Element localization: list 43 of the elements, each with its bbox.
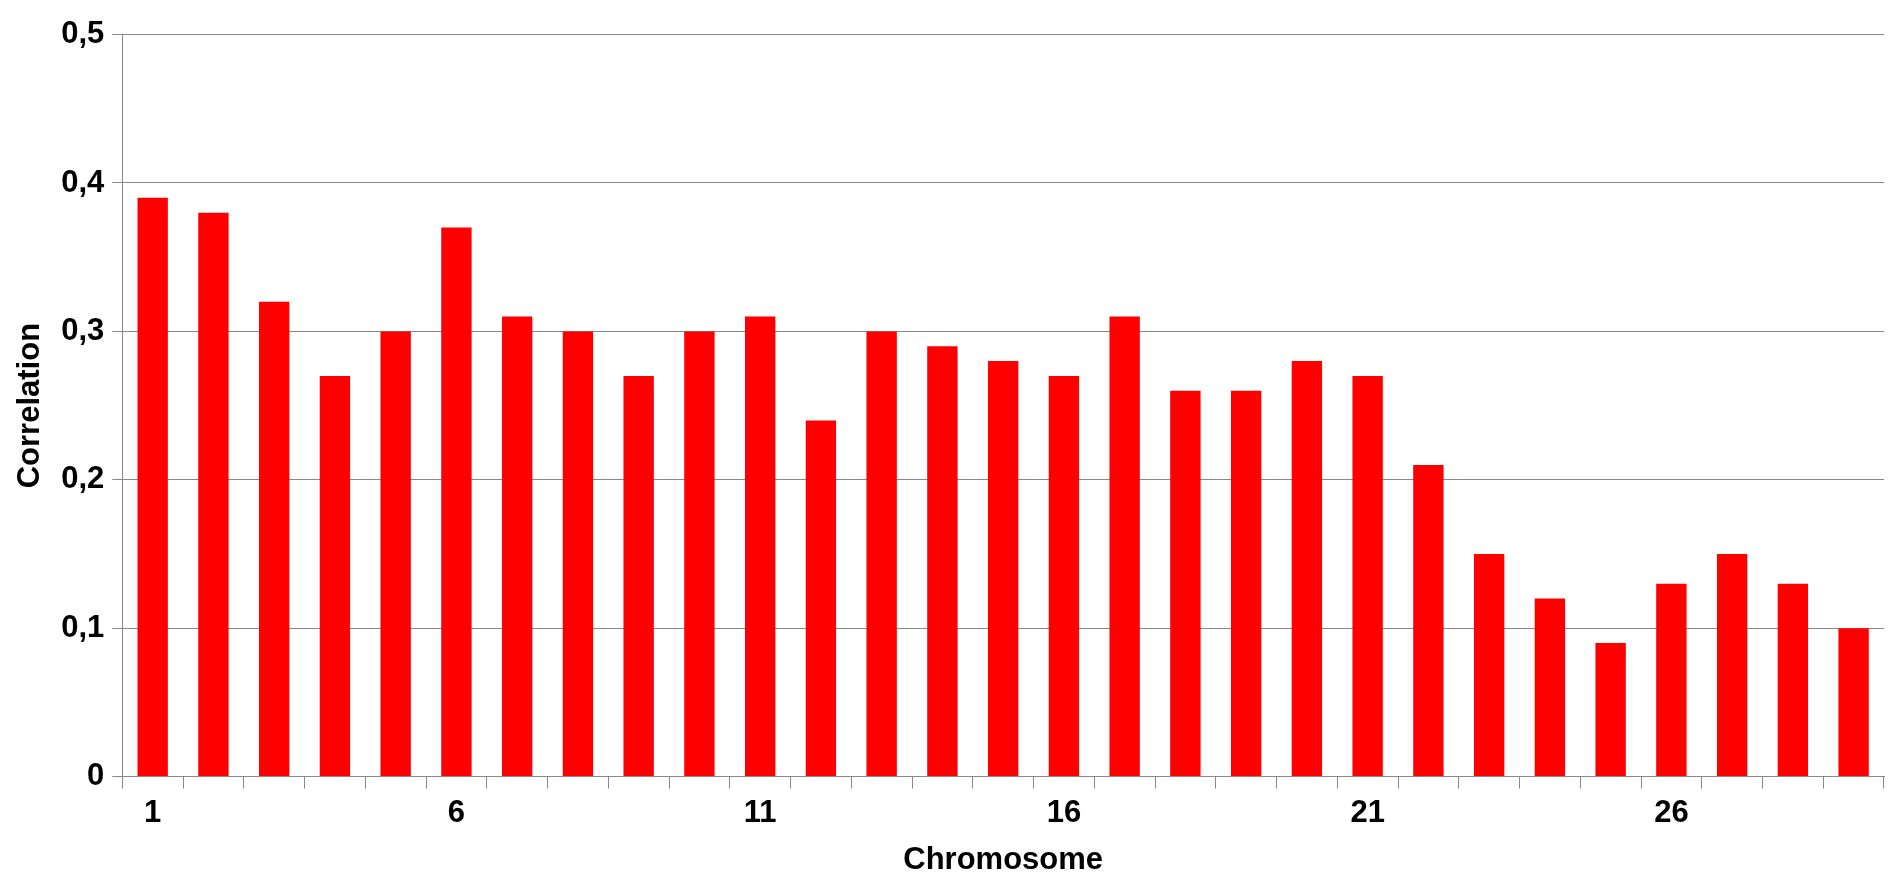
y-tick-label: 0,1 bbox=[61, 608, 105, 644]
bar bbox=[258, 301, 290, 777]
y-axis-title: Correlation bbox=[11, 322, 47, 489]
x-tick-label: 11 bbox=[743, 793, 777, 829]
x-axis-title: Chromosome bbox=[903, 840, 1104, 876]
bar bbox=[805, 420, 837, 777]
y-tick-label: 0,5 bbox=[61, 15, 105, 51]
bar bbox=[380, 331, 411, 777]
bar bbox=[1413, 464, 1444, 777]
bar bbox=[319, 375, 351, 777]
bar bbox=[1716, 554, 1748, 777]
bar bbox=[1170, 390, 1201, 777]
bar bbox=[1777, 583, 1809, 777]
bar bbox=[1473, 554, 1505, 777]
bar bbox=[501, 316, 533, 777]
bar bbox=[1352, 375, 1383, 777]
bar bbox=[927, 346, 958, 777]
x-tick-label: 6 bbox=[447, 793, 466, 829]
bar bbox=[1048, 375, 1080, 777]
x-tick-label: 21 bbox=[1350, 793, 1385, 829]
bar bbox=[1656, 583, 1687, 777]
y-tick-label: 0,2 bbox=[61, 460, 105, 496]
bar bbox=[562, 331, 594, 777]
bar bbox=[1838, 628, 1869, 777]
bar bbox=[137, 197, 168, 777]
bar bbox=[1291, 361, 1323, 777]
x-tick-label: 26 bbox=[1654, 793, 1689, 829]
bar bbox=[1534, 598, 1566, 777]
bar bbox=[1109, 316, 1140, 777]
x-tick-label: 1 bbox=[144, 793, 162, 829]
bar bbox=[987, 361, 1019, 777]
bar bbox=[1230, 390, 1262, 777]
bar bbox=[866, 331, 897, 777]
y-tick-label: 0,3 bbox=[61, 311, 105, 347]
bar bbox=[684, 331, 715, 777]
bar bbox=[198, 212, 229, 777]
y-tick-label: 0 bbox=[87, 757, 105, 793]
bar bbox=[623, 375, 654, 777]
bar bbox=[441, 227, 472, 777]
y-tick-label: 0,4 bbox=[61, 163, 106, 199]
bar bbox=[1595, 643, 1626, 777]
bar bbox=[744, 316, 776, 777]
x-tick-label: 16 bbox=[1046, 793, 1082, 829]
